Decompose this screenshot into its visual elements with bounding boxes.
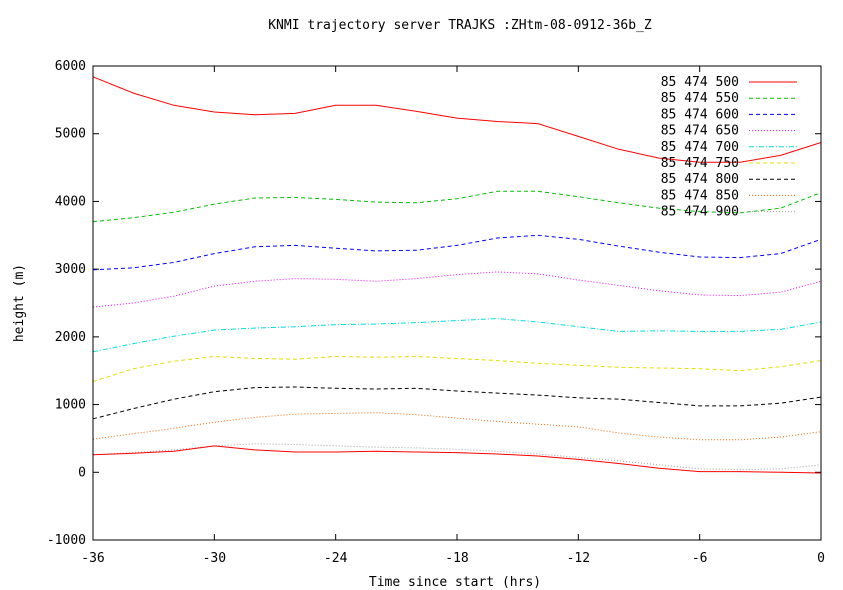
x-tick-label: -6	[692, 551, 708, 566]
y-tick-label: 4000	[55, 194, 86, 209]
plot-frame	[92, 65, 822, 541]
y-tick-label: 6000	[55, 59, 86, 74]
y-tick-label: 0	[78, 465, 86, 480]
legend-label: 85 474 800	[661, 172, 739, 187]
y-axis-label: height (m)	[12, 264, 27, 342]
series-line	[92, 445, 822, 474]
x-tick-label: -30	[203, 551, 226, 566]
legend-label: 85 474 850	[661, 188, 739, 203]
y-tick-label: 5000	[55, 127, 86, 142]
legend-label: 85 474 650	[661, 124, 739, 139]
series-line	[92, 318, 822, 353]
series-line	[92, 386, 822, 420]
y-tick-label: -1000	[47, 533, 86, 548]
series-line	[92, 76, 822, 163]
series-line	[92, 190, 822, 223]
x-tick-label: -24	[324, 551, 348, 566]
series-line	[92, 234, 822, 271]
series-line	[92, 271, 822, 308]
y-tick-label: 2000	[55, 330, 86, 345]
legend-label: 85 474 900	[661, 205, 739, 220]
legend-label: 85 474 550	[661, 91, 739, 106]
y-tick-label: 1000	[55, 398, 86, 413]
legend-label: 85 474 700	[661, 140, 739, 155]
y-tick-label: 3000	[55, 262, 86, 277]
x-tick-label: 0	[817, 551, 825, 566]
series-line	[92, 412, 822, 441]
legend-label: 85 474 750	[661, 156, 739, 171]
series-layer	[92, 76, 822, 474]
legend-label: 85 474 600	[661, 107, 739, 122]
x-tick-label: -12	[567, 551, 590, 566]
x-tick-label: -18	[445, 551, 468, 566]
chart-title: KNMI trajectory server TRAJKS :ZHtm-08-0…	[268, 18, 652, 33]
legend-label: 85 474 500	[661, 75, 739, 90]
x-axis-label: Time since start (hrs)	[369, 575, 541, 590]
x-tick-label: -36	[81, 551, 104, 566]
series-line	[92, 355, 822, 382]
